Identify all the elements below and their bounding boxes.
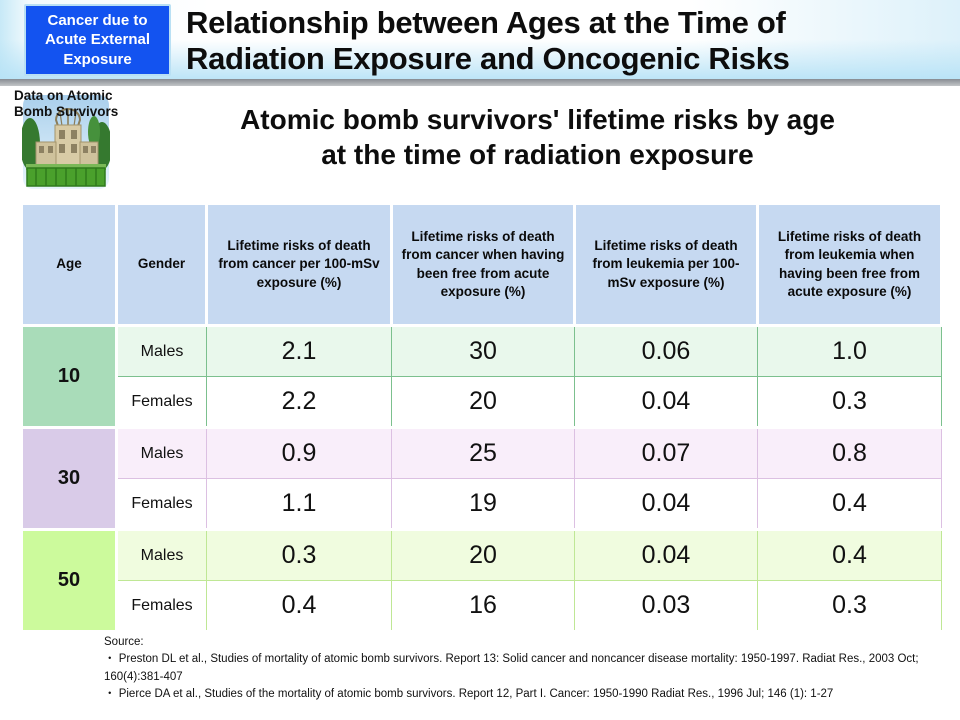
value-cell: 30 [391,324,575,377]
gender-cell: Males [116,528,207,581]
age-cell-50: 50 [20,528,118,633]
value-cell: 19 [391,478,575,531]
value-cell: 0.8 [757,426,942,479]
title-line-2: Radiation Exposure and Oncogenic Risks [186,41,790,77]
category-badge: Cancer due to Acute External Exposure [24,4,171,76]
value-cell: 0.9 [206,426,392,479]
value-cell: 0.4 [757,478,942,531]
title-line-1: Relationship between Ages at the Time of [186,5,786,40]
value-cell: 0.4 [206,580,392,633]
dome-label-line-2: Bomb Survivors [14,104,119,120]
value-cell: 16 [391,580,575,633]
age-cell-30: 30 [20,426,118,531]
value-cell: 20 [391,528,575,581]
dome-figure: Data on Atomic Bomb Survivors [12,86,124,190]
badge-line: Cancer due to [47,12,148,30]
column-header-cancer-per-100msv: Lifetime risks of death from cancer per … [205,202,393,327]
value-cell: 25 [391,426,575,479]
source-block: Source: ・ Preston DL et al., Studies of … [104,634,950,703]
value-cell: 0.06 [574,324,758,377]
gender-cell: Males [116,426,207,479]
column-header-leukemia-free-exposure: Lifetime risks of death from leukemia wh… [756,202,943,327]
value-cell: 1.1 [206,478,392,531]
subtitle-line-2: at the time of radiation exposure [321,139,754,170]
value-cell: 0.4 [757,528,942,581]
risks-table: Age Gender Lifetime risks of death from … [20,202,943,633]
value-cell: 0.04 [574,376,758,429]
value-cell: 0.3 [206,528,392,581]
header-shadow-divider [0,79,960,86]
column-header-gender: Gender [115,202,208,327]
gender-cell: Females [116,580,207,633]
gender-cell: Males [116,324,207,377]
subtitle-line-1: Atomic bomb survivors' lifetime risks by… [240,104,835,135]
header-bar: Cancer due to Acute External Exposure Re… [0,0,960,79]
value-cell: 0.3 [757,580,942,633]
value-cell: 0.3 [757,376,942,429]
dome-label-line-1: Data on Atomic [14,88,113,103]
value-cell: 20 [391,376,575,429]
value-cell: 0.04 [574,478,758,531]
age-cell-10: 10 [20,324,118,429]
gender-cell: Females [116,478,207,531]
dome-label: Data on Atomic Bomb Survivors [14,88,134,120]
column-header-age: Age [20,202,118,327]
column-header-leukemia-per-100msv: Lifetime risks of death from leukemia pe… [573,202,759,327]
value-cell: 0.07 [574,426,758,479]
value-cell: 1.0 [757,324,942,377]
source-ref-2: ・ Pierce DA et al., Studies of the morta… [104,687,834,700]
value-cell: 0.04 [574,528,758,581]
source-ref-1: ・ Preston DL et al., Studies of mortalit… [104,653,919,683]
value-cell: 2.2 [206,376,392,429]
value-cell: 2.1 [206,324,392,377]
badge-line: Acute External [44,31,151,49]
atomic-bomb-dome-image [22,95,110,189]
slide-title: Relationship between Ages at the Time of… [186,5,951,78]
source-label: Source: [104,636,144,648]
badge-line: Exposure [63,50,132,68]
value-cell: 0.03 [574,580,758,633]
page-subtitle: Atomic bomb survivors' lifetime risks by… [130,102,945,172]
column-header-cancer-free-exposure: Lifetime risks of death from cancer when… [390,202,576,327]
gender-cell: Females [116,376,207,429]
